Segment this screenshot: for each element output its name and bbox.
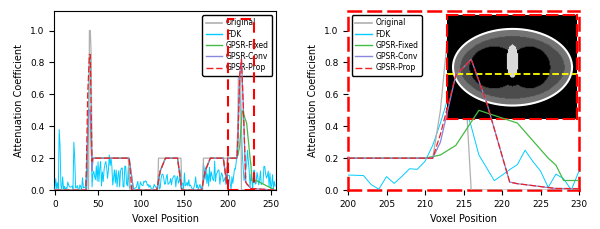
Y-axis label: Attenuation Coefficient: Attenuation Coefficient [308, 44, 319, 157]
Legend: Original, FDK, GPSR-Fixed, GPSR-Conv, GPSR-Prop: Original, FDK, GPSR-Fixed, GPSR-Conv, GP… [352, 15, 422, 76]
X-axis label: Voxel Position: Voxel Position [430, 214, 497, 224]
Bar [227, 19, 254, 190]
Legend: Original, FDK, GPSR-Fixed, GPSR-Conv, GPSR-Prop: Original, FDK, GPSR-Fixed, GPSR-Conv, GP… [202, 15, 272, 76]
Y-axis label: Attenuation Coefficient: Attenuation Coefficient [14, 44, 25, 157]
X-axis label: Voxel Position: Voxel Position [131, 214, 199, 224]
